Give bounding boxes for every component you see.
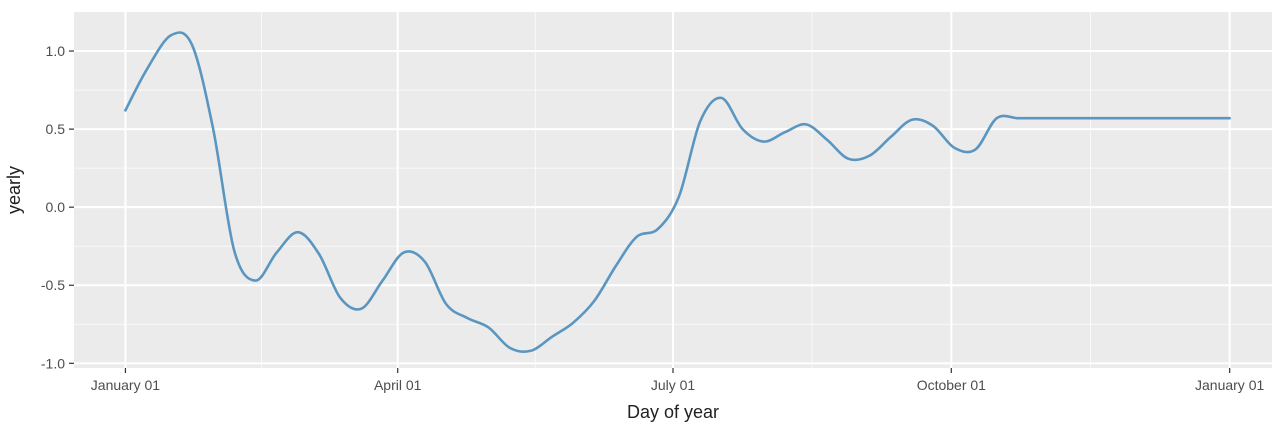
- y-tick-label: -0.5: [41, 277, 65, 293]
- y-tick-label: 1.0: [46, 43, 66, 59]
- x-tick-label: April 01: [374, 377, 422, 393]
- x-tick-label: July 01: [651, 377, 696, 393]
- x-axis-title: Day of year: [627, 402, 719, 422]
- y-axis-title: yearly: [4, 166, 24, 214]
- y-axis: -1.0 -0.5 0.0 0.5 1.0: [41, 43, 74, 371]
- x-tick-label: January 01: [91, 377, 160, 393]
- series-line-yearly: [124, 31, 1231, 353]
- y-tick-label: 0.5: [46, 121, 66, 137]
- y-tick-label: -1.0: [41, 355, 65, 371]
- y-tick-label: 0.0: [46, 199, 66, 215]
- x-axis: January 01 April 01 July 01 October 01 Janua…: [91, 368, 1264, 393]
- x-tick-label: January 01: [1195, 377, 1264, 393]
- x-tick-label: October 01: [917, 377, 986, 393]
